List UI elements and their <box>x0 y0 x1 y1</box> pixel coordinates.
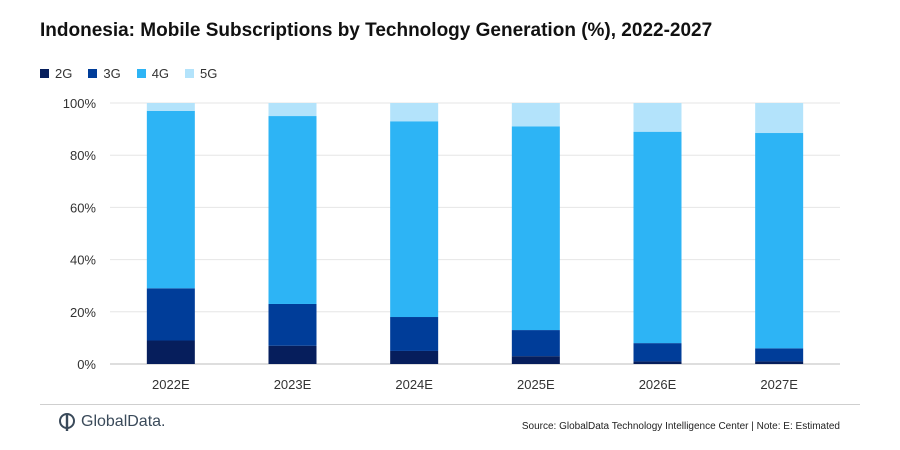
legend-swatch-2g <box>40 69 49 78</box>
legend: 2G 3G 4G 5G <box>40 66 217 81</box>
y-tick-label: 100% <box>63 96 97 111</box>
bar-segment <box>268 103 317 117</box>
y-tick-label: 80% <box>70 148 96 163</box>
legend-swatch-4g <box>136 69 146 78</box>
globaldata-logo: GlobalData. <box>58 412 166 432</box>
bar-segment <box>511 356 560 364</box>
bar-segment <box>146 110 195 289</box>
x-tick-label: 2023E <box>274 377 312 392</box>
x-tick-label: 2022E <box>152 377 190 392</box>
bar-segment <box>755 103 804 134</box>
bar-segment <box>146 340 195 364</box>
bar-segment <box>511 330 560 357</box>
bar-segment <box>390 317 439 351</box>
bar-segment <box>146 288 195 341</box>
legend-label-5g: 5G <box>200 66 218 81</box>
legend-label-2g: 2G <box>55 66 73 81</box>
bar-segment <box>511 126 560 331</box>
bar-segment <box>390 103 439 122</box>
x-tick-label: 2025E <box>517 377 555 392</box>
y-tick-label: 0% <box>77 357 96 372</box>
bar-segment <box>511 103 560 127</box>
bar-segment <box>755 348 804 362</box>
bar-segment <box>633 361 682 364</box>
bar-segment <box>755 361 804 364</box>
legend-label-4g: 4G <box>151 66 170 81</box>
legend-item-2g: 2G <box>40 66 72 81</box>
bar-segment <box>633 103 682 132</box>
bar-segment <box>390 350 439 364</box>
stacked-bar-chart: 0% 20% 40% 60% 80% 100% 2022E 2023E 2024E 2025E 20… <box>63 96 840 392</box>
y-tick-label: 20% <box>70 305 96 320</box>
logo-text: GlobalData. <box>81 413 166 430</box>
globaldata-logo-icon <box>59 413 75 431</box>
bar-segment <box>146 103 195 111</box>
bar-segment <box>755 133 804 349</box>
bar-segment <box>633 343 682 362</box>
legend-swatch-5g <box>185 69 195 78</box>
bar-segment <box>390 121 439 318</box>
x-tick-label: 2026E <box>639 377 677 392</box>
legend-item-4g: 4G <box>136 66 170 81</box>
legend-item-3g: 3G <box>88 66 121 81</box>
source-note: Source: GlobalData Technology Intelligen… <box>521 421 840 432</box>
y-tick-label: 40% <box>70 253 96 268</box>
legend-swatch-3g <box>88 69 98 78</box>
chart-title: Indonesia: Mobile Subscriptions by Techn… <box>40 20 713 41</box>
footer-divider <box>40 404 860 405</box>
bar-segment <box>268 345 317 364</box>
legend-item-5g: 5G <box>185 66 217 81</box>
bar-segment <box>268 303 317 346</box>
legend-label-3g: 3G <box>103 66 121 81</box>
x-tick-label: 2027E <box>760 377 798 392</box>
y-tick-label: 60% <box>70 200 96 215</box>
bar-segment <box>633 131 682 344</box>
x-tick-label: 2024E <box>395 377 433 392</box>
bar-segment <box>268 116 317 304</box>
